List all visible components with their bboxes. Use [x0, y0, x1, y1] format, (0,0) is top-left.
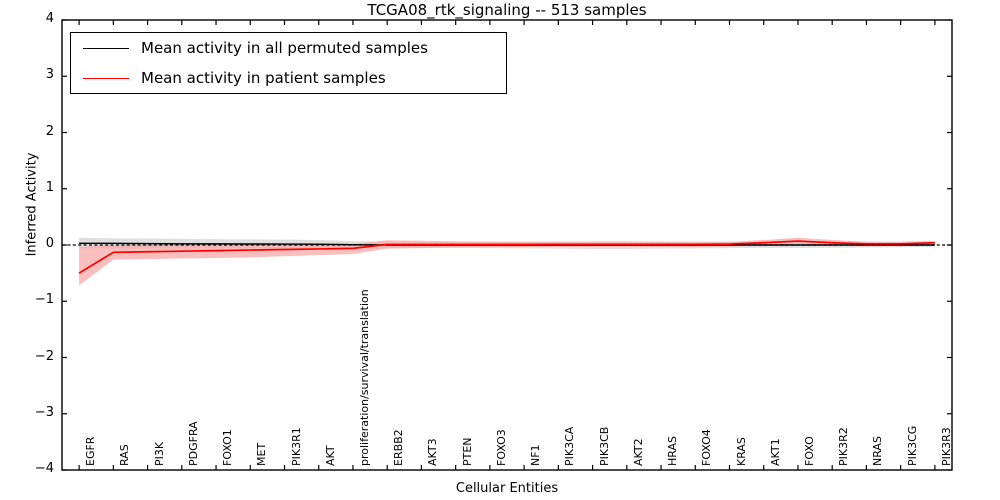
x-tick-label: PDGFRA [186, 421, 200, 466]
x-tick-label: NRAS [871, 436, 885, 466]
x-tick-label: PIK3R3 [939, 427, 953, 466]
x-tick-label: PIK3R1 [289, 427, 303, 466]
legend-label-patient: Mean activity in patient samples [141, 69, 386, 87]
x-axis-label: Cellular Entities [455, 481, 559, 496]
x-tick-label: AKT1 [768, 438, 782, 466]
x-tick-label: PIK3R2 [837, 427, 851, 466]
legend-entry-permuted: Mean activity in all permuted samples [71, 33, 506, 64]
legend: Mean activity in all permuted samples Me… [70, 32, 507, 94]
x-tick-label: KRAS [734, 437, 748, 466]
legend-label-permuted: Mean activity in all permuted samples [141, 39, 428, 57]
y-tick-label: 4 [45, 11, 54, 26]
x-tick-label: PTEN [460, 437, 474, 466]
chart-title: TCGA08_rtk_signaling -- 513 samples [367, 1, 647, 19]
x-tick-label: NF1 [529, 444, 543, 466]
x-tick-label: PIK3CB [597, 426, 611, 466]
x-tick-label: FOXO4 [700, 429, 714, 466]
y-tick-label: −2 [34, 348, 54, 364]
x-tick-label: PI3K [152, 441, 166, 466]
x-tick-label: FOXO1 [221, 429, 235, 466]
y-tick-label: 1 [45, 179, 54, 195]
x-tick-label: AKT [323, 445, 337, 466]
x-tick-label: FOXO3 [494, 429, 508, 466]
series-lines [78, 240, 935, 274]
legend-swatch-permuted [83, 48, 129, 49]
x-tick-label: HRAS [666, 436, 680, 466]
x-tick-label: EGFR [84, 436, 98, 466]
x-tick-label: ERBB2 [392, 429, 406, 466]
x-tick-label: PIK3CG [905, 425, 919, 466]
y-tick-label: 2 [45, 123, 54, 139]
tick-marks [62, 19, 952, 471]
y-tick-label: 3 [45, 67, 54, 83]
y-tick-label: 0 [45, 236, 54, 251]
x-tick-label: MET [255, 442, 269, 466]
y-tick-label: −4 [34, 461, 54, 476]
x-tick-label: FOXO [802, 436, 816, 466]
x-tick-label: PIK3CA [563, 426, 577, 466]
y-tick-label: −1 [34, 292, 54, 308]
legend-swatch-patient [83, 78, 129, 79]
x-tick-label: RAS [118, 444, 132, 466]
x-tick-label: AKT2 [631, 438, 645, 466]
line-1 [78, 240, 935, 274]
x-tick-label: AKT3 [426, 438, 440, 466]
legend-entry-patient: Mean activity in patient samples [71, 63, 506, 94]
x-tick-label: proliferation/survival/translation [357, 289, 371, 466]
y-tick-label: −3 [34, 404, 54, 420]
